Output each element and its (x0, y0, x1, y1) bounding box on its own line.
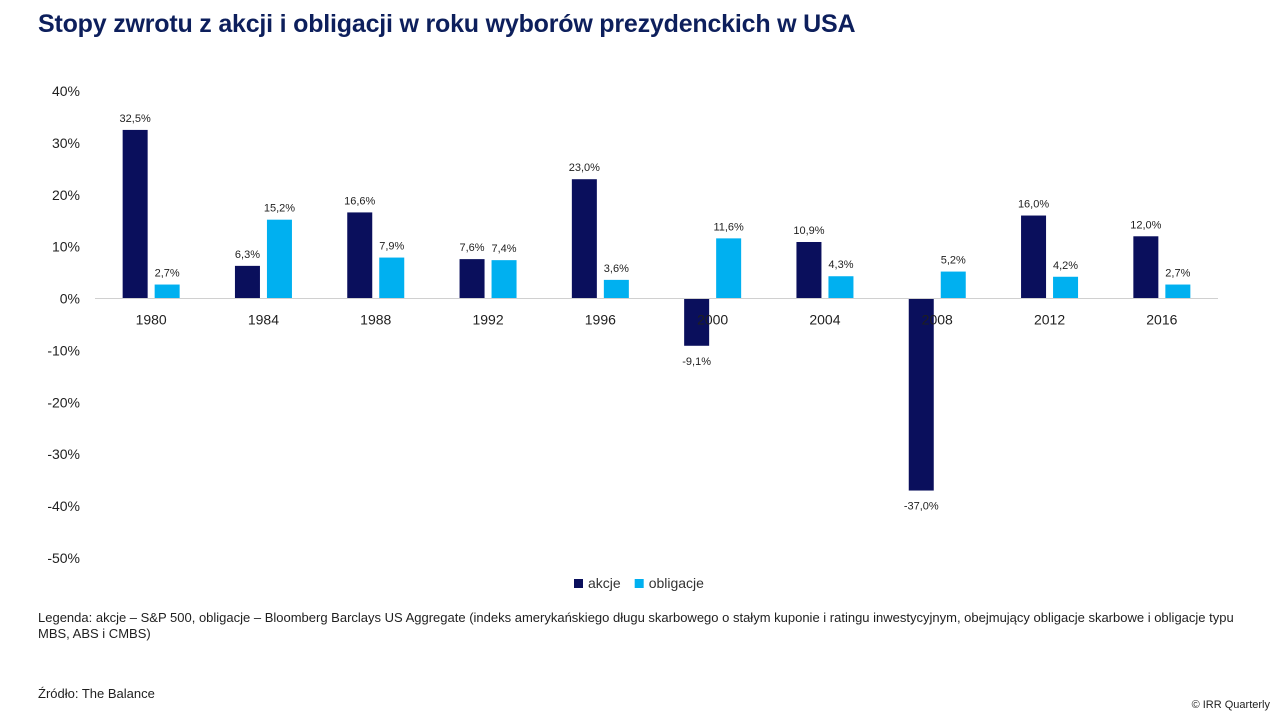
category-label-2008: 2008 (922, 312, 953, 328)
bar-obligacje-2008 (940, 271, 966, 299)
data-label-obligacje-1988: 7,9% (379, 241, 404, 253)
data-label-obligacje-2012: 4,2% (1053, 260, 1078, 272)
bar-obligacje-2012 (1053, 276, 1079, 299)
data-label-obligacje-1992: 7,4% (492, 243, 517, 255)
y-tick-label: -50% (47, 550, 80, 566)
data-label-akcje-2012: 16,0% (1018, 199, 1049, 211)
bar-obligacje-1988 (379, 257, 405, 299)
data-label-akcje-1992: 7,6% (460, 242, 485, 254)
bar-akcje-1988 (347, 212, 373, 299)
bars-layer (122, 129, 1191, 491)
category-label-1988: 1988 (360, 312, 391, 328)
bar-chart: 40%30%20%10%0%-10%-20%-30%-40%-50% 1980 1… (47, 83, 1218, 591)
y-tick-label: -20% (47, 394, 80, 410)
y-tick-label: -10% (47, 342, 80, 358)
bar-akcje-1984 (234, 265, 260, 299)
y-tick-label: -30% (47, 446, 80, 462)
data-label-obligacje-2008: 5,2% (941, 255, 966, 267)
category-label-2004: 2004 (809, 312, 840, 328)
data-label-akcje-2016: 12,0% (1130, 219, 1161, 231)
data-label-akcje-1988: 16,6% (344, 195, 375, 207)
data-label-obligacje-2016: 2,7% (1165, 268, 1190, 280)
bar-akcje-2012 (1021, 215, 1047, 299)
bar-obligacje-1996 (603, 279, 629, 299)
bar-obligacje-1992 (491, 260, 517, 299)
data-label-akcje-2008: -37,0% (904, 501, 939, 513)
chart-title: Stopy zwrotu z akcji i obligacji w roku … (38, 10, 856, 38)
category-label-1980: 1980 (136, 312, 167, 328)
bar-obligacje-2000 (716, 238, 742, 299)
y-tick-label: 20% (52, 187, 80, 203)
data-label-akcje-1980: 32,5% (120, 113, 151, 125)
legend-label-akcje: akcje (588, 575, 621, 591)
data-label-obligacje-1996: 3,6% (604, 263, 629, 275)
data-label-obligacje-2000: 11,6% (713, 221, 744, 233)
legend-swatch-akcje (574, 579, 583, 588)
bar-akcje-2008 (908, 298, 934, 491)
category-labels: 1980 1984 1988 1992 1996 2000 2004 2008 2012 2016 (136, 312, 1178, 328)
legend-swatch-obligacje (634, 579, 644, 588)
bar-obligacje-1980 (154, 284, 180, 299)
copyright-text: © IRR Quarterly (1191, 699, 1270, 711)
y-tick-label: 0% (60, 291, 80, 307)
data-label-obligacje-1984: 15,2% (264, 203, 295, 215)
data-label-akcje-1984: 6,3% (235, 249, 260, 261)
data-labels: 32,5% 2,7% 6,3% 15,2% 16,6% 7,9% 7,6% 7,4% 23,0%… (120, 113, 1191, 513)
legend-note: Legenda: akcje – S&P 500, obligacje – Bl… (38, 610, 1234, 641)
data-label-akcje-2004: 10,9% (793, 225, 824, 237)
category-label-1996: 1996 (585, 312, 616, 328)
y-tick-label: -40% (47, 498, 80, 514)
category-label-1984: 1984 (248, 312, 279, 328)
bar-obligacje-2004 (828, 276, 854, 299)
bar-akcje-1996 (571, 179, 597, 299)
legend-label-obligacje: obligacje (649, 575, 704, 591)
category-label-2012: 2012 (1034, 312, 1065, 328)
legend: akcje obligacje (574, 575, 704, 591)
bar-akcje-2016 (1133, 236, 1159, 299)
data-label-obligacje-2004: 4,3% (828, 259, 853, 271)
data-label-akcje-2000: -9,1% (682, 356, 711, 368)
category-label-2016: 2016 (1146, 312, 1177, 328)
y-tick-label: 30% (52, 135, 80, 151)
bar-akcje-1980 (122, 129, 148, 299)
bar-akcje-2004 (796, 241, 822, 299)
y-tick-label: 40% (52, 83, 80, 99)
data-label-obligacje-1980: 2,7% (155, 268, 180, 280)
bar-obligacje-2016 (1165, 284, 1191, 299)
data-label-akcje-1996: 23,0% (569, 162, 600, 174)
bar-obligacje-1984 (266, 219, 292, 299)
y-axis: 40% 30% 20% 10% 0% -10% -20% -30% -40% -50% (47, 83, 80, 566)
source-text: Źródło: The Balance (38, 686, 155, 701)
y-tick-label: 10% (52, 239, 80, 255)
bar-akcje-2000 (684, 298, 710, 346)
category-label-2000: 2000 (697, 312, 728, 328)
bar-akcje-1992 (459, 259, 485, 299)
category-label-1992: 1992 (472, 312, 503, 328)
